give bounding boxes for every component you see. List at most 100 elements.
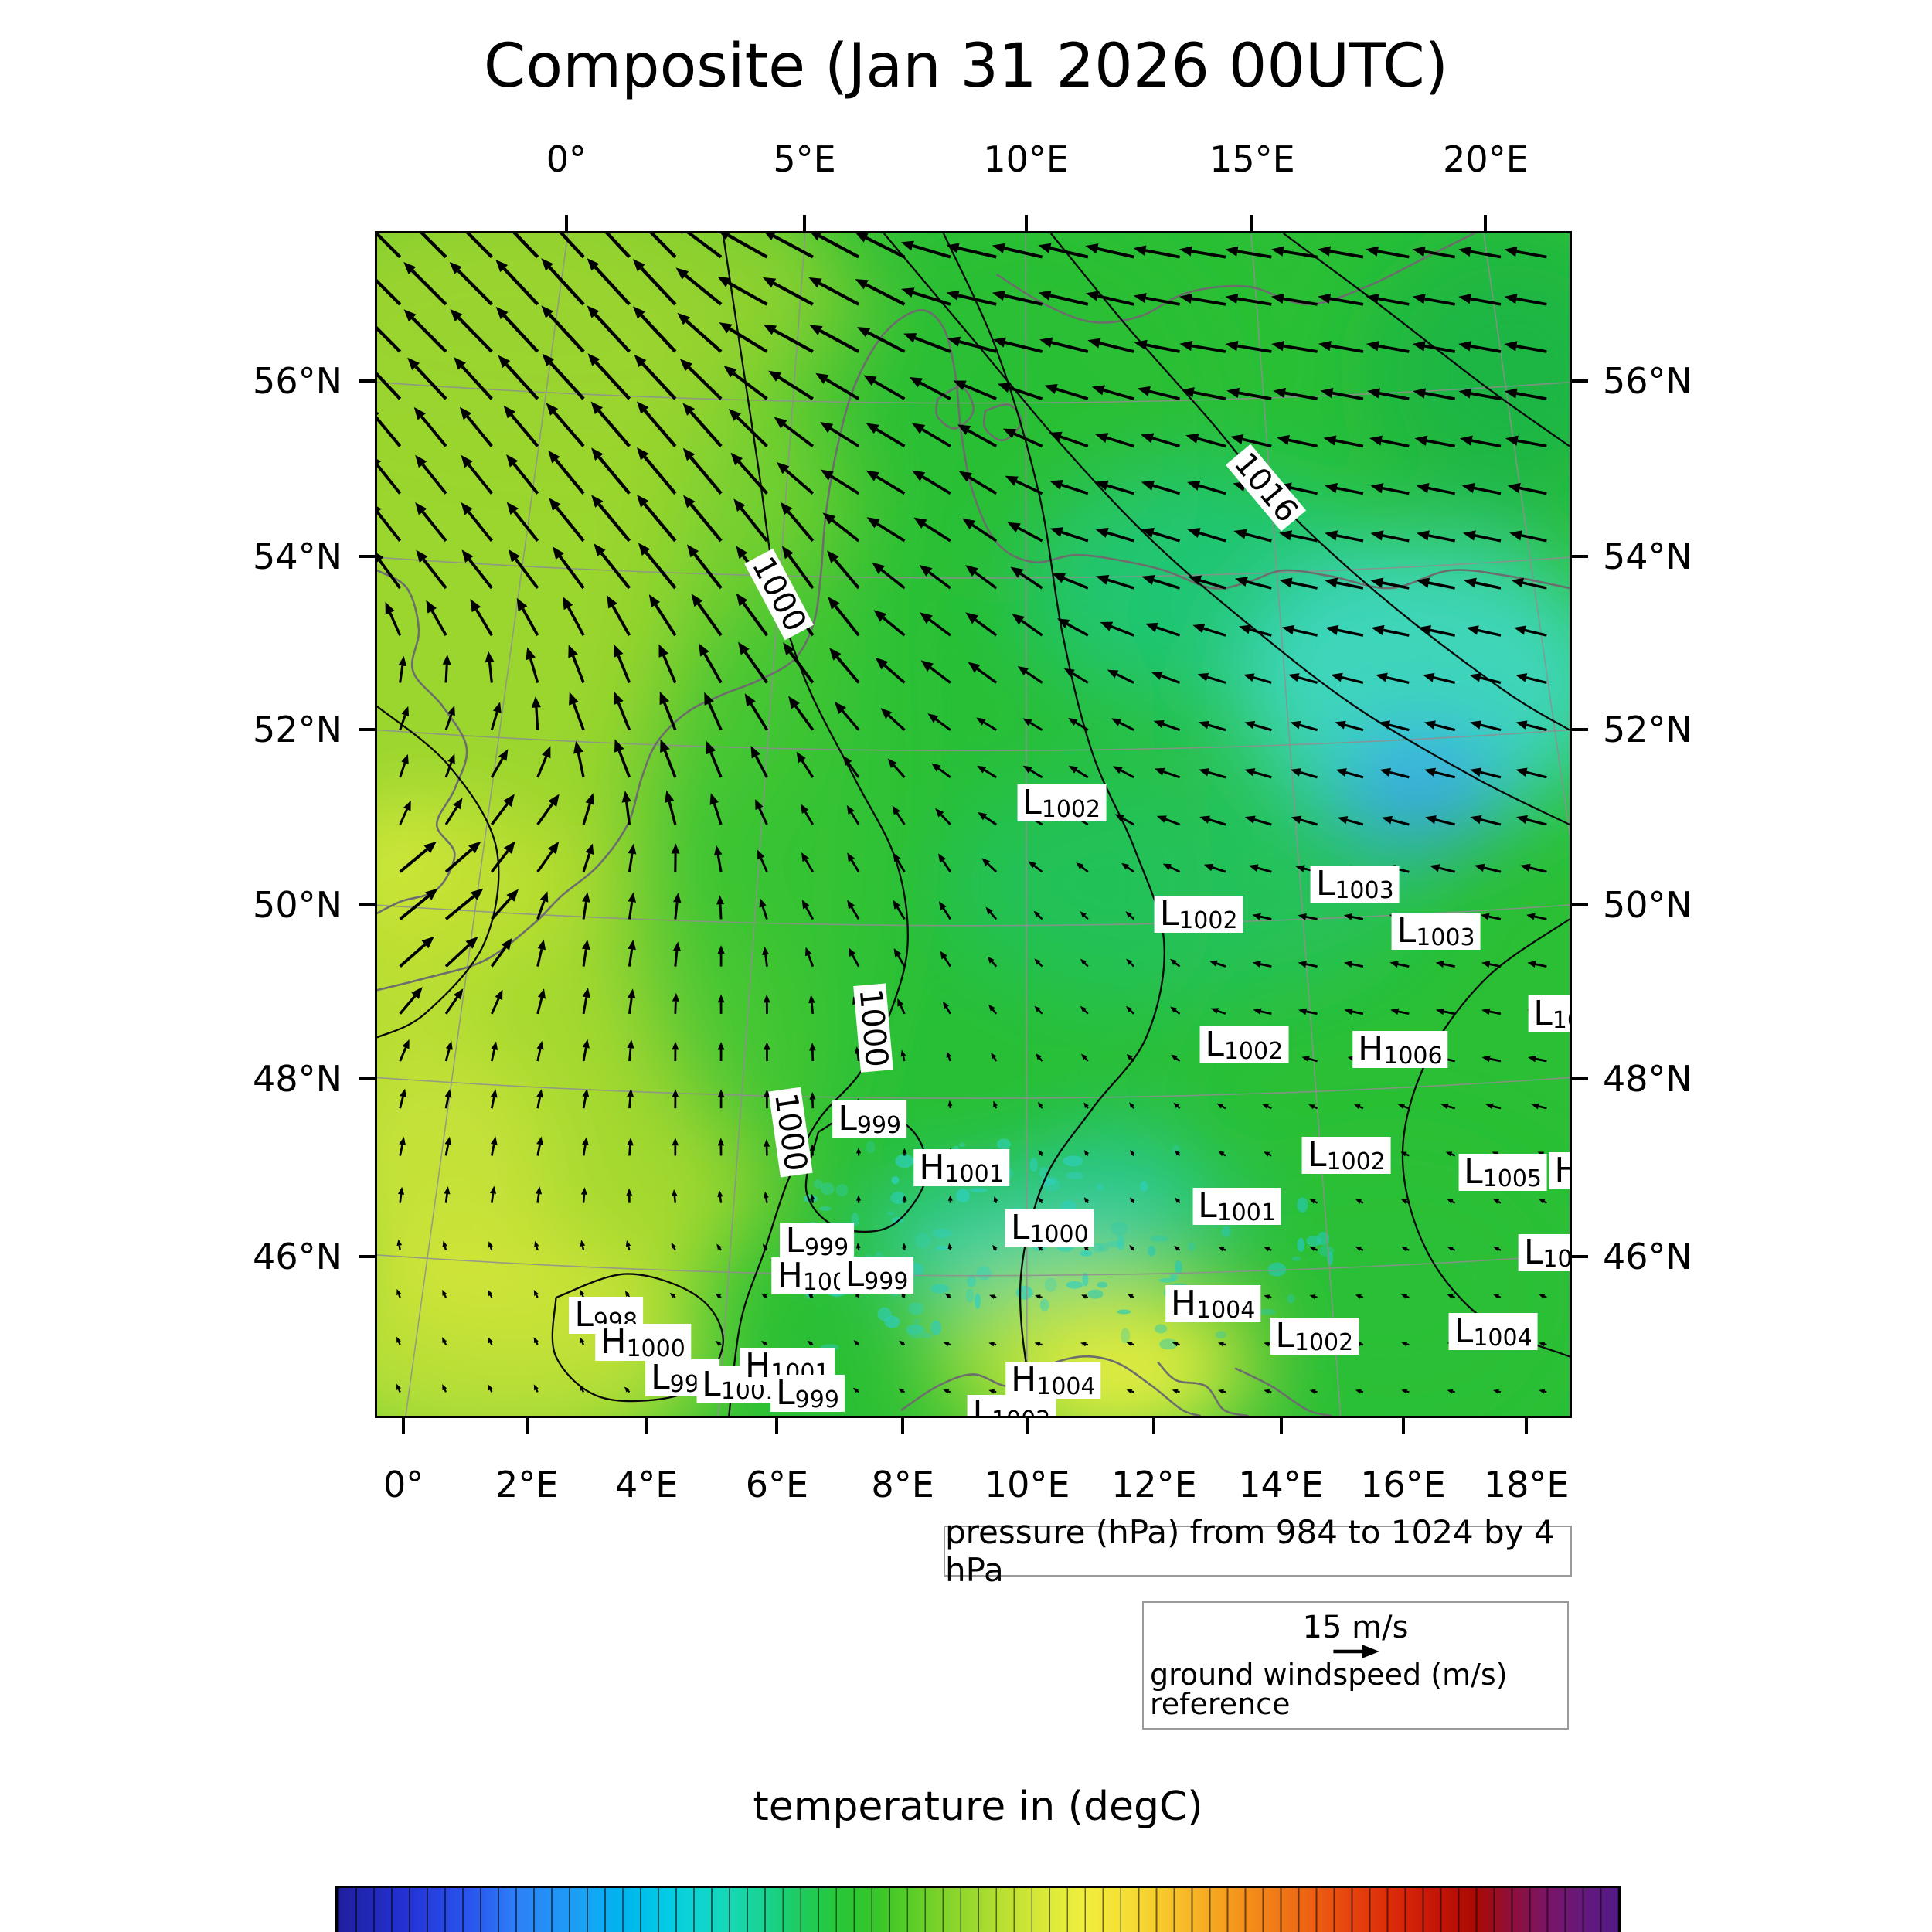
axis-tick-label-right: 54°N <box>1603 535 1692 577</box>
pressure-value: 1006 <box>1383 1042 1443 1070</box>
axis-tick-left <box>359 728 375 732</box>
pressure-letter: L <box>776 1372 795 1413</box>
pressure-value: 999 <box>856 1111 902 1139</box>
pressure-value: 1002 <box>1223 1037 1284 1065</box>
pressure-value: 1003 <box>1416 923 1475 951</box>
axis-tick-label-bottom: 12°E <box>1111 1464 1197 1505</box>
axis-tick-top <box>1024 215 1028 231</box>
axis-tick-label-left: 54°N <box>253 535 342 577</box>
pressure-system-label: H <box>1549 1152 1570 1190</box>
axis-tick-label-top: 0° <box>546 138 587 180</box>
axis-tick-label-bottom: 8°E <box>871 1464 934 1505</box>
map-canvas <box>377 233 1570 1416</box>
pressure-value: 1000 <box>626 1335 685 1363</box>
axis-tick-label-bottom: 4°E <box>614 1464 679 1505</box>
axis-tick-top <box>1484 215 1488 231</box>
pressure-letter: L <box>1198 1186 1217 1226</box>
axis-tick-label-right: 52°N <box>1603 709 1692 751</box>
figure-title: Composite (Jan 31 2026 00UTC) <box>483 32 1449 101</box>
pressure-letter: H <box>1554 1154 1570 1188</box>
pressure-value: 1002 <box>1179 907 1238 935</box>
wind-reference-legend: 15 m/s ground windspeed (m/s) reference <box>1142 1601 1569 1730</box>
axis-tick-bottom <box>1026 1418 1029 1434</box>
contour-value-label: 1000 <box>852 983 894 1073</box>
pressure-system-label: L 1005 <box>1458 1153 1548 1192</box>
pressure-system-label: L 999 <box>770 1372 845 1413</box>
pressure-system-label: H 1004 <box>1165 1284 1261 1324</box>
axis-tick-label-right: 46°N <box>1603 1236 1692 1278</box>
axis-tick-bottom <box>525 1418 529 1434</box>
pressure-value: 1002 <box>1294 1329 1354 1357</box>
pressure-letter: H <box>919 1147 945 1187</box>
wind-arrows <box>377 233 1547 1394</box>
axis-tick-top <box>564 215 568 231</box>
axis-tick-bottom <box>1401 1418 1405 1434</box>
pressure-letter: L <box>1022 783 1042 823</box>
axis-tick-label-bottom: 14°E <box>1238 1464 1324 1505</box>
axis-tick-label-top: 10°E <box>983 138 1069 180</box>
contour-value-label: 1000 <box>744 548 814 640</box>
pressure-value: 1004 <box>1036 1373 1096 1401</box>
axis-tick-label-bottom: 10°E <box>984 1464 1070 1505</box>
pressure-value: 1001 <box>944 1160 1004 1188</box>
axis-tick-label-bottom: 0° <box>383 1464 424 1505</box>
wind-reference-speed-label: 15 m/s <box>1302 1610 1409 1645</box>
temperature-colorbar <box>335 1886 1621 1932</box>
axis-tick-left <box>359 554 375 558</box>
pressure-system-label: L10 <box>1528 995 1570 1032</box>
axis-tick-left <box>359 1077 375 1080</box>
pressure-system-label: L 1001 <box>1192 1186 1281 1226</box>
pressure-letter: L <box>1159 894 1179 934</box>
contour-value-label: 1000 <box>768 1087 814 1178</box>
axis-tick-label-bottom: 16°E <box>1360 1464 1446 1505</box>
axis-tick-label-bottom: 2°E <box>495 1464 559 1505</box>
temperature-field <box>377 233 1570 1416</box>
axis-tick-bottom <box>1525 1418 1529 1434</box>
pressure-value: 1002 <box>1326 1148 1386 1176</box>
pressure-letter: L <box>1533 993 1553 1033</box>
pressure-letter: L <box>838 1098 857 1138</box>
pressure-range-caption: pressure (hPa) from 984 to 1024 by 4 hPa <box>944 1513 1572 1589</box>
pressure-letter: L <box>1010 1207 1030 1247</box>
pressure-letter: L <box>845 1254 865 1294</box>
pressure-letter: L <box>1205 1024 1224 1064</box>
pressure-value: 1004 <box>1196 1296 1256 1324</box>
pressure-letter: L <box>1523 1232 1543 1272</box>
axis-tick-top <box>1250 215 1254 231</box>
pressure-system-label: L 1003 <box>1391 910 1481 951</box>
pressure-letter: H <box>1011 1360 1037 1400</box>
axis-tick-label-top: 20°E <box>1443 138 1529 180</box>
pressure-value: 1002 <box>1041 796 1101 824</box>
pressure-letter: L <box>1396 910 1417 951</box>
axis-tick-label-right: 56°N <box>1603 359 1692 402</box>
pressure-value: 10 <box>1543 1245 1570 1273</box>
contour-value-label: 1016 <box>1225 444 1306 532</box>
axis-tick-bottom <box>645 1418 648 1434</box>
pressure-letter: L <box>702 1365 721 1405</box>
pressure-value: 999 <box>804 1233 849 1261</box>
pressure-value: 1005 <box>1482 1165 1543 1192</box>
axis-tick-right <box>1572 379 1588 383</box>
pressure-value: 1000 <box>1029 1220 1089 1248</box>
axis-tick-bottom <box>1279 1418 1283 1434</box>
axis-tick-right <box>1572 1255 1588 1259</box>
axis-tick-left <box>359 903 375 907</box>
axis-tick-right <box>1572 728 1588 732</box>
pressure-system-label: L 999 <box>780 1222 855 1261</box>
pressure-value: 10 <box>1552 1006 1570 1034</box>
axis-tick-label-right: 48°N <box>1603 1057 1692 1100</box>
axis-tick-label-left: 48°N <box>253 1057 342 1100</box>
axis-tick-right <box>1572 903 1588 907</box>
pressure-letter: L <box>1315 863 1335 903</box>
pressure-letter: H <box>1358 1029 1384 1069</box>
pressure-system-label: H 1000 <box>595 1324 691 1363</box>
axis-tick-label-left: 56°N <box>253 359 342 402</box>
